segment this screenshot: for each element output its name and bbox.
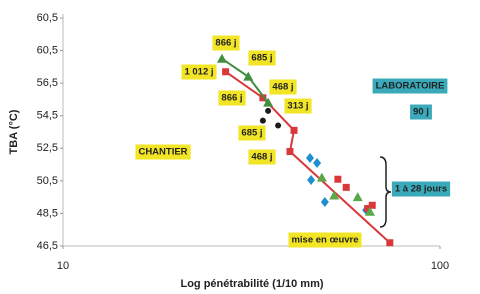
annotation-box xyxy=(269,79,297,95)
x-axis-title: Log pénétrabilité (1/10 mm) xyxy=(180,278,323,290)
y-axis-title: TBA (°C) xyxy=(8,109,20,154)
y-tick-label: 54,5 xyxy=(37,110,58,122)
annotation-box xyxy=(248,50,276,66)
marker xyxy=(329,190,340,200)
annotation: 1 012 j xyxy=(184,67,213,78)
x-tick-label: 100 xyxy=(431,260,449,272)
y-tick-label: 60,5 xyxy=(37,44,58,56)
marker xyxy=(352,192,363,202)
marker xyxy=(368,201,376,209)
annotation: LABORATOIRE xyxy=(376,81,445,92)
y-tick-label: 48,5 xyxy=(37,207,58,219)
y-tick-label: 56,5 xyxy=(37,77,58,89)
annotation-box xyxy=(181,64,217,80)
marker xyxy=(216,53,227,63)
marker xyxy=(259,117,266,124)
marker xyxy=(386,239,394,247)
x-tick-label: 10 xyxy=(57,260,69,272)
marker xyxy=(222,68,230,76)
annotation-box xyxy=(135,144,191,160)
annotation-box xyxy=(372,78,448,94)
annotation: 90 j xyxy=(413,107,429,118)
marker xyxy=(265,107,272,114)
annotation: 1 à 28 jours xyxy=(395,184,447,195)
brace xyxy=(379,156,392,228)
annotation-box xyxy=(238,125,266,141)
marker xyxy=(286,148,294,156)
annotation: 468 j xyxy=(251,152,272,163)
marker xyxy=(263,97,274,107)
marker xyxy=(316,172,327,182)
annotation: 468 j xyxy=(272,82,293,93)
marker xyxy=(259,94,267,102)
marker xyxy=(275,122,282,129)
y-tick-label: 60,5 xyxy=(37,12,58,24)
annotation: mise en œuvre xyxy=(291,235,358,246)
annotation-box xyxy=(288,232,362,248)
marker xyxy=(342,183,350,191)
y-tick-label: 46,5 xyxy=(37,240,58,252)
y-tick-label: 52,5 xyxy=(37,142,58,154)
marker xyxy=(320,197,329,208)
y-tick-label: 50,5 xyxy=(37,175,58,187)
annotation: CHANTIER xyxy=(138,147,187,158)
marker xyxy=(307,175,316,186)
annotation: 685 j xyxy=(241,128,262,139)
marker xyxy=(243,71,254,81)
marker xyxy=(305,153,314,164)
annotation-box xyxy=(212,35,240,51)
annotation-box xyxy=(218,90,246,106)
marker xyxy=(364,205,372,213)
annotation: 866 j xyxy=(221,93,242,104)
annotation-box xyxy=(248,149,276,165)
marker xyxy=(313,157,322,168)
marker xyxy=(290,126,298,134)
annotation: 866 j xyxy=(215,38,236,49)
marker xyxy=(334,175,342,183)
annotation: 685 j xyxy=(251,53,272,64)
annotation-box xyxy=(391,181,451,197)
annotation-box xyxy=(410,104,432,120)
annotation: 313 j xyxy=(287,101,308,112)
annotation-box xyxy=(284,98,312,114)
marker xyxy=(364,206,375,216)
